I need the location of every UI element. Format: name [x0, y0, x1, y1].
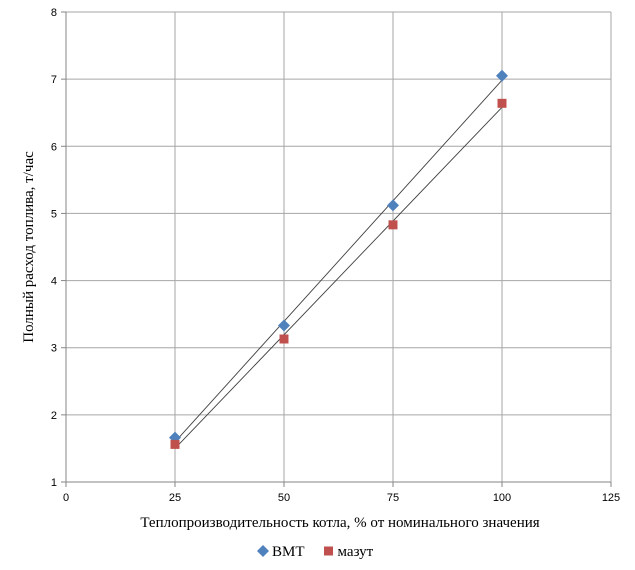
y-tick-label: 8	[51, 7, 57, 19]
y-tick-label: 1	[51, 477, 57, 489]
y-tick-label: 5	[51, 208, 57, 220]
data-point-series-1	[278, 319, 290, 332]
x-tick-label: 100	[493, 492, 511, 504]
x-tick-label: 75	[387, 492, 399, 504]
trendline-series-1	[174, 79, 503, 443]
legend-marker-series-1	[257, 545, 269, 557]
x-tick-label: 0	[63, 492, 69, 504]
axes	[61, 11, 612, 487]
x-tick-label: 25	[169, 492, 181, 504]
y-tick-label: 4	[51, 276, 57, 288]
legend-label-series-2: мазут	[338, 544, 374, 560]
data-point-series-2	[170, 439, 180, 449]
legend: ВМТ мазут	[257, 544, 374, 560]
data-point-series-1	[387, 199, 399, 212]
data-point-series-1	[496, 69, 508, 82]
y-tick-label: 7	[51, 74, 57, 86]
x-tick-label: 125	[602, 492, 620, 504]
trendlines	[174, 79, 503, 449]
data-point-series-2	[388, 220, 398, 230]
y-tick-label: 3	[51, 343, 57, 355]
data-point-series-2	[497, 98, 507, 108]
y-tick-label: 6	[51, 141, 57, 153]
data-points	[169, 69, 508, 449]
legend-label-series-1: ВМТ	[272, 544, 305, 560]
x-tick-label: 50	[278, 492, 290, 504]
x-axis-title: Теплопроизводительность котла, % от номи…	[140, 515, 539, 531]
tick-labels: 1 2 3 4 5 6 7 8 0 25 50 75 100 125	[51, 7, 620, 504]
legend-marker-series-2	[324, 546, 334, 556]
y-tick-label: 2	[51, 410, 57, 422]
y-axis-title: Полный расход топлива, т/час	[21, 151, 37, 343]
grid-lines	[66, 11, 612, 482]
trendline-series-2	[174, 106, 503, 449]
data-point-series-2	[279, 334, 289, 344]
